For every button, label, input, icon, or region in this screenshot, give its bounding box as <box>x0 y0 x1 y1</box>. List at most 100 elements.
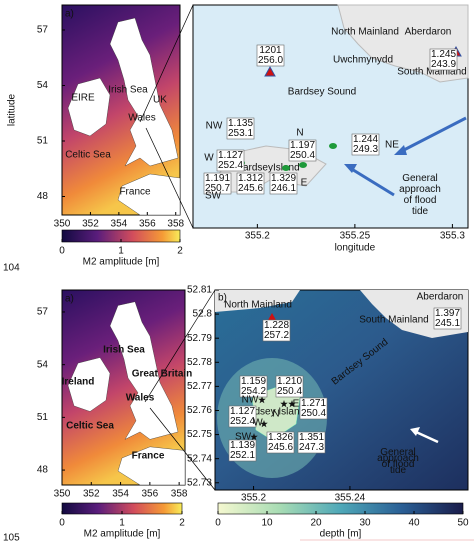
x-tick-label: 358 <box>171 489 188 500</box>
y-tick-label: 52.73 <box>187 477 212 488</box>
station-phase: 250.4 <box>277 386 302 397</box>
station-name: SW <box>235 432 252 443</box>
place-label: North Mainland <box>224 300 292 311</box>
colorbar-tick-label: 10 <box>261 518 273 529</box>
station-amplitude: 1.244 <box>353 134 378 145</box>
flow-arrow <box>399 116 467 154</box>
station-amplitude: 1.312 <box>238 173 263 184</box>
station-marker <box>329 143 337 149</box>
station-box <box>429 48 458 71</box>
station-amplitude: 1.351 <box>299 432 324 443</box>
region-label: Ireland <box>62 377 95 388</box>
place-label: Aberdaron <box>405 27 452 38</box>
station-phase: 246.1 <box>271 183 296 194</box>
y-tick-label: 51 <box>37 412 49 423</box>
panel-label: b) <box>218 293 227 304</box>
station-amplitude: 1.228 <box>264 320 289 331</box>
colorbar-tick-label: 1 <box>119 518 125 529</box>
region-label: EIRE <box>71 93 95 104</box>
y-tick-label: 52.81 <box>187 285 212 296</box>
x-tick-label: 350 <box>54 219 71 230</box>
station-phase: 254.2 <box>241 386 266 397</box>
station-amplitude: 1.329 <box>271 173 296 184</box>
colorbar-tick-label: 40 <box>408 518 420 529</box>
colorbar-label: M2 amplitude [m] <box>83 257 160 268</box>
colorbar-label: M2 amplitude [m] <box>84 529 161 540</box>
station-phase: 257.2 <box>264 330 289 341</box>
land <box>67 17 181 216</box>
station-box <box>266 431 295 454</box>
station-name: NW <box>242 395 259 406</box>
y-tick-label: 54 <box>37 359 49 370</box>
x-axis-label: longitude <box>335 243 376 254</box>
station-phase: 250.4 <box>301 408 326 419</box>
y-tick-label: 52.8 <box>193 309 213 320</box>
station-amplitude: 1.135 <box>228 118 253 129</box>
station-name: NE <box>385 140 399 151</box>
station-box <box>288 139 317 162</box>
station-name: N <box>272 409 279 420</box>
station-amplitude: 1201 <box>259 45 282 56</box>
colorbar-tick-label: 20 <box>310 518 322 529</box>
line-number: 104 <box>3 263 20 274</box>
region-label: Wales <box>126 393 155 404</box>
x-tick-label: 354 <box>112 489 129 500</box>
station-phase: 247.3 <box>299 442 324 453</box>
place-label: Bardsey Island <box>239 407 305 418</box>
colorbar-tick-label: 1 <box>118 246 124 257</box>
flow-arrow <box>349 166 395 197</box>
region-label: France <box>119 187 151 198</box>
station-phase: 253.1 <box>228 128 253 139</box>
station-box <box>228 439 257 462</box>
station-box <box>216 149 245 172</box>
arrow-head <box>344 164 357 173</box>
mainland <box>215 290 300 312</box>
station-marker <box>288 400 296 408</box>
station-amplitude: 1.127 <box>218 150 243 161</box>
station-phase: 249.3 <box>353 144 378 155</box>
panel-label: a) <box>65 9 74 20</box>
x-tick-label: 356 <box>142 489 159 500</box>
x-tick-label: 354 <box>111 219 128 230</box>
station-phase: 245.6 <box>238 183 263 194</box>
colorbar-tick-label: 50 <box>457 518 469 529</box>
y-tick-label: 54 <box>37 80 49 91</box>
station-box <box>228 405 257 428</box>
y-tick-label: 52.78 <box>187 357 212 368</box>
station-amplitude: 1.191 <box>205 173 230 184</box>
y-tick-label: 57 <box>37 25 49 36</box>
station-marker <box>282 165 290 171</box>
x-tick-label: 350 <box>54 489 71 500</box>
y-tick-label: 48 <box>37 465 49 476</box>
y-tick-label: 52.77 <box>187 381 212 392</box>
x-tick-label: 355.24 <box>335 493 366 504</box>
station-box <box>299 397 328 420</box>
station-marker <box>258 396 266 404</box>
map-panel <box>61 4 194 229</box>
place-label: Bardsey Sound <box>288 87 356 98</box>
colorbar <box>217 502 464 515</box>
region-label: France <box>132 451 165 462</box>
map-panel <box>61 289 216 491</box>
flow-arrow <box>415 430 439 444</box>
colorbar-tick-label: 0 <box>215 518 221 529</box>
station-name: W <box>253 418 263 429</box>
region-label: Irish Sea <box>103 345 145 356</box>
region-label: Celtic Sea <box>66 421 114 432</box>
place-label: South Mainland <box>359 315 429 326</box>
station-amplitude: 1.326 <box>268 432 293 443</box>
station-name: N <box>296 128 303 139</box>
station-amplitude: 1.210 <box>277 376 302 387</box>
y-tick-label: 52.76 <box>187 405 212 416</box>
station-box <box>351 133 380 156</box>
station-box <box>433 307 462 330</box>
colorbar-tick-label: 0 <box>59 518 65 529</box>
station-amplitude: 1.245 <box>431 49 456 60</box>
station-phase: 250.4 <box>290 150 315 161</box>
station-box <box>297 431 326 454</box>
x-tick-label: 355.2 <box>245 231 270 242</box>
station-box <box>262 319 291 342</box>
x-tick-label: 352 <box>82 219 99 230</box>
station-box <box>269 172 298 195</box>
x-tick-label: 352 <box>83 489 100 500</box>
